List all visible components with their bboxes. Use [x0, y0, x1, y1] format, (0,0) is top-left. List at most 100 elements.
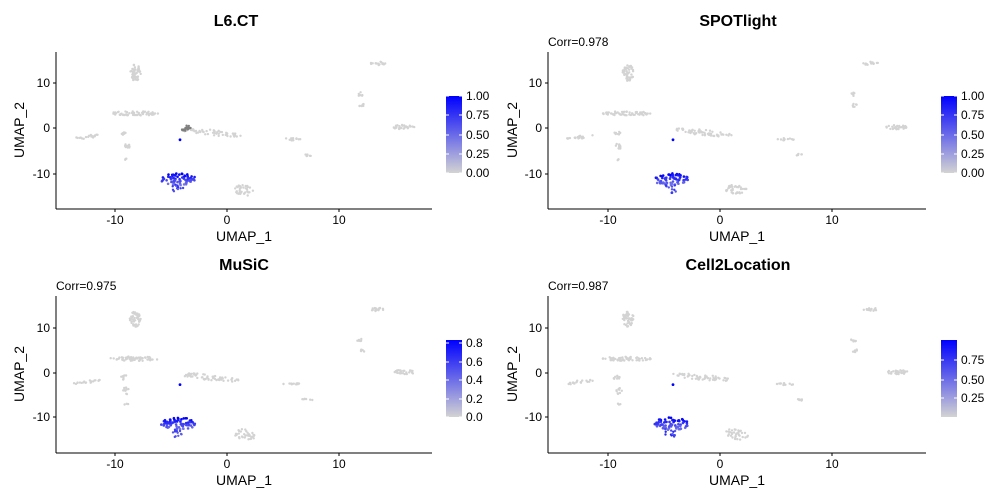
y-tick-label: -10 — [33, 410, 51, 424]
cell-point — [740, 431, 744, 435]
cell-point — [786, 137, 790, 141]
cell-point — [685, 420, 689, 423]
cell-point — [359, 91, 362, 94]
cell-point — [248, 191, 251, 194]
cell-point — [624, 67, 628, 71]
cell-point — [180, 418, 183, 421]
cell-point — [700, 131, 704, 134]
cell-point — [622, 358, 625, 361]
cell-point — [190, 372, 193, 376]
cell-point — [890, 370, 893, 374]
cell-point — [625, 76, 629, 79]
cell-point — [783, 383, 786, 386]
colorbar-tick-label: 0.00 — [466, 166, 490, 180]
cell-point — [664, 433, 667, 436]
cell-point — [295, 137, 298, 140]
cell-point — [891, 127, 895, 131]
cell-point — [125, 356, 128, 359]
cell-point — [176, 416, 180, 420]
cell-point — [640, 111, 644, 114]
cell-point — [184, 178, 187, 182]
cell-point — [697, 131, 700, 134]
cell-point — [187, 372, 190, 376]
cell-point — [630, 317, 633, 320]
cell-point — [235, 185, 238, 188]
cell-point — [623, 323, 626, 326]
cell-point — [616, 374, 619, 377]
cell-point — [712, 376, 715, 379]
cell-point — [673, 434, 676, 437]
cell-point — [193, 179, 196, 182]
cell-point — [696, 376, 699, 379]
cell-point — [234, 187, 237, 190]
cell-point — [180, 172, 184, 175]
cell-point — [137, 359, 141, 362]
cell-point — [676, 181, 679, 184]
cell-point — [648, 357, 651, 361]
cell-point — [186, 375, 189, 378]
cell-point — [690, 130, 693, 134]
cell-point — [403, 126, 406, 130]
cell-point — [156, 112, 160, 115]
cell-point — [619, 131, 622, 135]
cell-point — [170, 176, 173, 180]
cell-point — [744, 436, 747, 439]
cell-point — [403, 369, 406, 372]
cell-point — [669, 173, 672, 177]
cell-point — [900, 126, 903, 129]
cell-point — [588, 380, 591, 383]
y-tick-label: 0 — [535, 366, 542, 380]
cell-point — [247, 434, 250, 437]
cell-point — [403, 372, 406, 376]
cell-point — [724, 377, 727, 380]
cell-point — [401, 124, 404, 127]
scatter-points — [72, 306, 415, 441]
cell-point — [185, 417, 188, 420]
panel-music: MuSiC Corr=0.975 10 0 -10 -10 0 10 UMAP_… — [11, 257, 483, 488]
cell-point — [396, 371, 399, 375]
cell-point — [852, 91, 855, 94]
cell-point — [126, 402, 130, 406]
cell-point — [122, 376, 125, 379]
cell-point — [775, 382, 779, 386]
cell-point — [208, 128, 212, 131]
x-tick-label: 0 — [717, 213, 724, 227]
cell-point — [178, 173, 181, 176]
cell-point — [733, 428, 736, 431]
cell-point — [149, 358, 152, 362]
cell-point — [673, 184, 676, 187]
cell-point — [91, 135, 95, 138]
cell-point — [708, 129, 712, 132]
colorbar-tick-label: 0.25 — [961, 391, 985, 405]
cell-point — [894, 369, 898, 372]
cell-point — [617, 387, 620, 391]
cell-point — [146, 358, 149, 361]
cell-point — [165, 179, 168, 182]
cell-point — [698, 128, 701, 131]
cell-point — [683, 376, 686, 379]
cell-point — [738, 438, 742, 441]
cell-point — [171, 431, 175, 434]
cell-point — [853, 105, 856, 109]
cell-point — [405, 371, 408, 374]
cell-point — [852, 94, 855, 98]
cell-point — [141, 357, 144, 360]
cell-point — [625, 114, 628, 117]
cell-point — [679, 175, 682, 179]
cell-point — [216, 130, 219, 134]
cell-point — [188, 127, 191, 130]
cell-point — [74, 382, 78, 386]
cell-point — [654, 176, 658, 179]
cell-point — [577, 137, 580, 140]
cell-point — [288, 382, 291, 385]
cell-point — [872, 309, 875, 312]
cell-point — [591, 379, 594, 382]
cell-point — [628, 111, 631, 114]
cell-point — [573, 136, 576, 139]
cell-point — [130, 76, 134, 79]
x-tick-label: 10 — [332, 457, 346, 471]
cell-point — [874, 309, 878, 312]
cell-point — [862, 62, 865, 65]
cell-point — [675, 425, 678, 429]
cell-point — [655, 181, 659, 185]
